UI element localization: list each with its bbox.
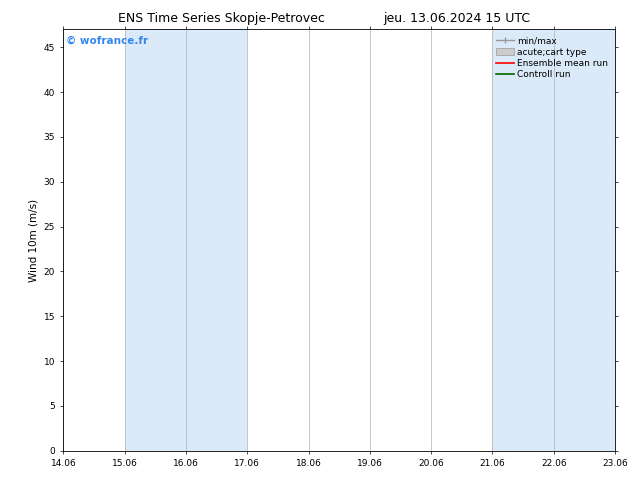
Bar: [553, 29, 615, 451]
Y-axis label: Wind 10m (m/s): Wind 10m (m/s): [28, 198, 38, 282]
Text: jeu. 13.06.2024 15 UTC: jeu. 13.06.2024 15 UTC: [383, 12, 530, 25]
Text: © wofrance.fr: © wofrance.fr: [66, 36, 148, 46]
Bar: [125, 29, 186, 451]
Bar: [186, 29, 247, 451]
Text: ENS Time Series Skopje-Petrovec: ENS Time Series Skopje-Petrovec: [119, 12, 325, 25]
Legend: min/max, acute;cart type, Ensemble mean run, Controll run: min/max, acute;cart type, Ensemble mean …: [493, 34, 611, 82]
Bar: [493, 29, 553, 451]
